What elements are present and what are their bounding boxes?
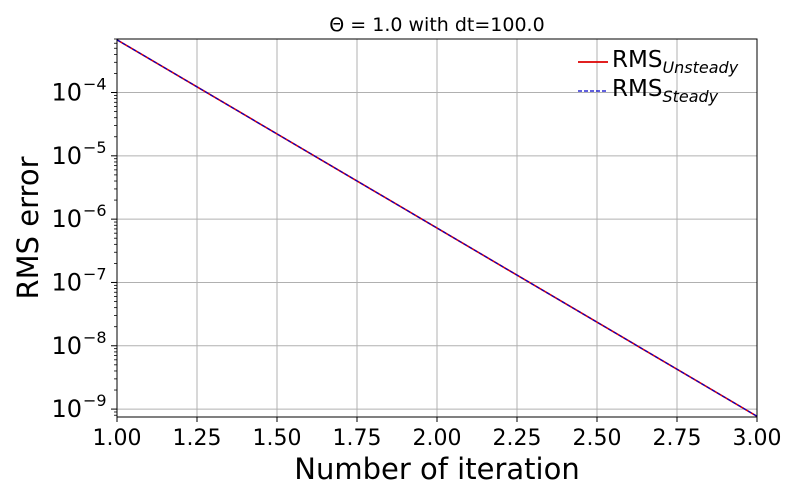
x-axis-ticks: 1.00 1.25 1.50 1.75 2.00 2.25 2.50 2.75 3.00	[93, 417, 782, 451]
chart-title: Θ = 1.0 with dt=100.0	[329, 14, 544, 36]
x-tick-label: 1.00	[93, 426, 142, 451]
grid-lines	[116, 39, 758, 417]
y-axis-label: RMS error	[11, 156, 45, 299]
x-tick-label: 2.50	[573, 426, 622, 451]
legend-label-steady: RMSSteady	[612, 76, 719, 106]
y-tick-label: 10	[51, 205, 82, 233]
x-tick-label: 2.00	[413, 426, 462, 451]
series-line-steady	[116, 39, 758, 417]
y-tick-label: 10	[51, 395, 82, 423]
x-tick-label: 3.00	[733, 426, 782, 451]
x-tick-label: 1.25	[173, 426, 222, 451]
y-tick-label: 10	[51, 79, 82, 107]
legend-label-unsteady: RMSUnsteady	[612, 47, 739, 77]
x-axis-label: Number of iteration	[294, 452, 579, 486]
x-tick-label: 1.75	[333, 426, 382, 451]
y-tick-exponent: −9	[83, 391, 107, 410]
y-tick-exponent: −4	[83, 75, 107, 94]
y-tick-label: 10	[51, 142, 82, 170]
y-tick-exponent: −5	[83, 138, 107, 157]
y-tick-label: 10	[51, 332, 82, 360]
y-tick-exponent: −6	[83, 201, 107, 220]
x-tick-label: 1.50	[253, 426, 302, 451]
x-tick-label: 2.75	[653, 426, 702, 451]
y-axis-ticks: 10−910−810−710−610−510−4	[51, 75, 117, 423]
y-tick-label: 10	[51, 268, 82, 296]
x-tick-label: 2.25	[493, 426, 542, 451]
series-lines	[116, 39, 758, 417]
y-tick-exponent: −7	[83, 264, 107, 283]
y-tick-exponent: −8	[83, 328, 107, 347]
y-axis-minor-ticks	[114, 38, 117, 416]
